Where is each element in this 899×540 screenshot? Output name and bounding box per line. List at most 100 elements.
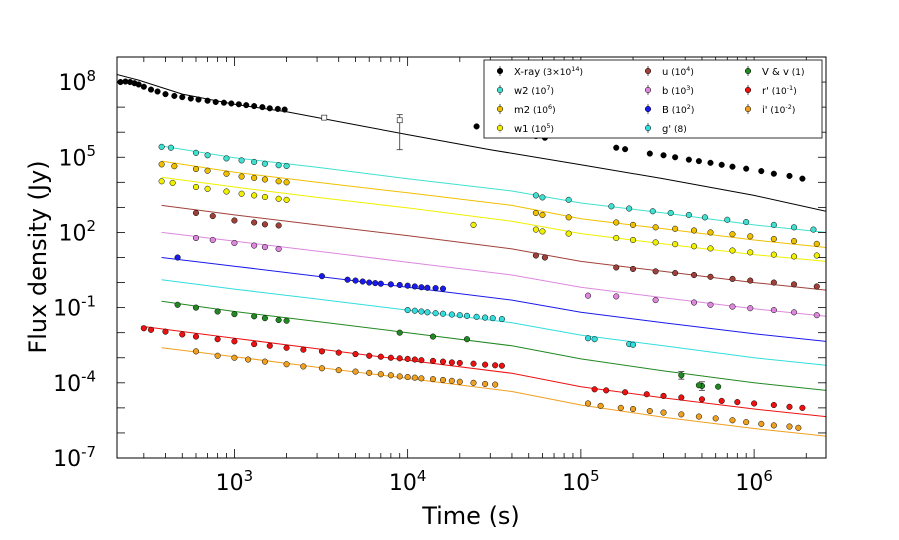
legend-label: m2 (106) xyxy=(514,103,556,116)
data-point xyxy=(167,144,174,151)
data-point xyxy=(238,190,245,197)
data-point xyxy=(698,396,706,403)
data-point xyxy=(456,312,463,319)
data-point xyxy=(470,379,477,386)
data-point xyxy=(652,239,659,246)
data-point xyxy=(747,277,754,284)
data-point xyxy=(204,152,211,159)
data-point xyxy=(214,308,221,315)
data-point xyxy=(283,317,290,324)
legend-marker xyxy=(496,67,504,75)
data-point xyxy=(695,158,702,165)
data-point xyxy=(192,149,200,156)
data-point xyxy=(629,405,637,413)
data-point xyxy=(259,104,266,111)
data-point xyxy=(418,375,425,382)
data-point xyxy=(266,105,273,112)
data-point xyxy=(470,360,477,367)
data-point xyxy=(701,214,708,221)
legend-marker xyxy=(496,105,504,113)
data-point xyxy=(482,314,489,321)
data-point xyxy=(718,161,725,168)
data-point xyxy=(463,312,471,319)
data-point xyxy=(275,316,282,324)
data-point xyxy=(539,211,546,218)
data-point xyxy=(652,268,659,275)
data-point xyxy=(747,249,754,256)
series-u xyxy=(161,204,826,291)
x-tick-label: 103 xyxy=(216,467,254,496)
data-point xyxy=(646,407,653,415)
data-point xyxy=(532,226,539,233)
legend-marker xyxy=(744,105,752,113)
data-point xyxy=(565,196,572,203)
data-point xyxy=(245,356,252,363)
data-point xyxy=(541,254,548,261)
data-point xyxy=(411,283,418,290)
data-point xyxy=(643,391,650,398)
data-point xyxy=(729,303,736,310)
data-point xyxy=(377,280,384,287)
data-point xyxy=(685,156,692,163)
data-point xyxy=(743,218,750,226)
legend-label: B (102) xyxy=(662,103,694,116)
data-point xyxy=(352,351,359,358)
data-point xyxy=(770,279,777,286)
data-point xyxy=(251,242,258,249)
data-point xyxy=(318,365,325,372)
data-point xyxy=(192,209,200,216)
legend-box xyxy=(483,59,823,139)
data-point xyxy=(223,170,230,177)
data-point xyxy=(192,348,200,355)
data-point xyxy=(439,285,447,292)
data-point xyxy=(707,301,714,308)
data-point xyxy=(747,305,754,312)
data-point xyxy=(429,333,437,340)
data-point xyxy=(174,301,181,308)
data-point xyxy=(439,310,447,317)
data-point xyxy=(608,203,615,210)
data-point xyxy=(261,221,268,228)
data-point xyxy=(396,373,403,380)
data-point xyxy=(734,399,741,406)
legend-label: b (103) xyxy=(662,84,694,97)
data-point xyxy=(790,224,798,231)
x-tick-label: 104 xyxy=(389,467,427,496)
data-point xyxy=(275,178,282,185)
data-point xyxy=(318,348,325,355)
data-point xyxy=(672,225,679,232)
data-point xyxy=(162,328,169,335)
data-point xyxy=(281,106,288,113)
data-point xyxy=(790,253,798,260)
data-point xyxy=(187,95,194,102)
data-point xyxy=(387,372,394,379)
model-line xyxy=(161,231,826,317)
data-point xyxy=(251,192,258,199)
data-point xyxy=(335,349,342,356)
data-point xyxy=(223,155,230,162)
legend-marker xyxy=(744,86,752,94)
data-point xyxy=(678,372,685,379)
data-point xyxy=(591,336,598,343)
data-point xyxy=(448,359,455,366)
data-point xyxy=(366,279,373,286)
data-point xyxy=(770,170,777,177)
data-point xyxy=(231,354,238,361)
data-point xyxy=(456,378,463,385)
data-point xyxy=(192,165,200,173)
data-point xyxy=(261,244,268,251)
data-point xyxy=(396,329,403,336)
x-tick-label: 105 xyxy=(562,467,600,496)
legend-label: i' (10-2) xyxy=(762,103,795,116)
data-point xyxy=(498,362,505,369)
data-point xyxy=(251,158,258,165)
data-point xyxy=(275,222,282,229)
data-point xyxy=(729,417,736,424)
data-point xyxy=(591,386,598,393)
data-point xyxy=(482,361,489,368)
data-point xyxy=(448,377,455,384)
data-point xyxy=(147,326,155,333)
data-point xyxy=(377,371,384,378)
data-point xyxy=(810,226,817,233)
data-point xyxy=(231,217,238,224)
